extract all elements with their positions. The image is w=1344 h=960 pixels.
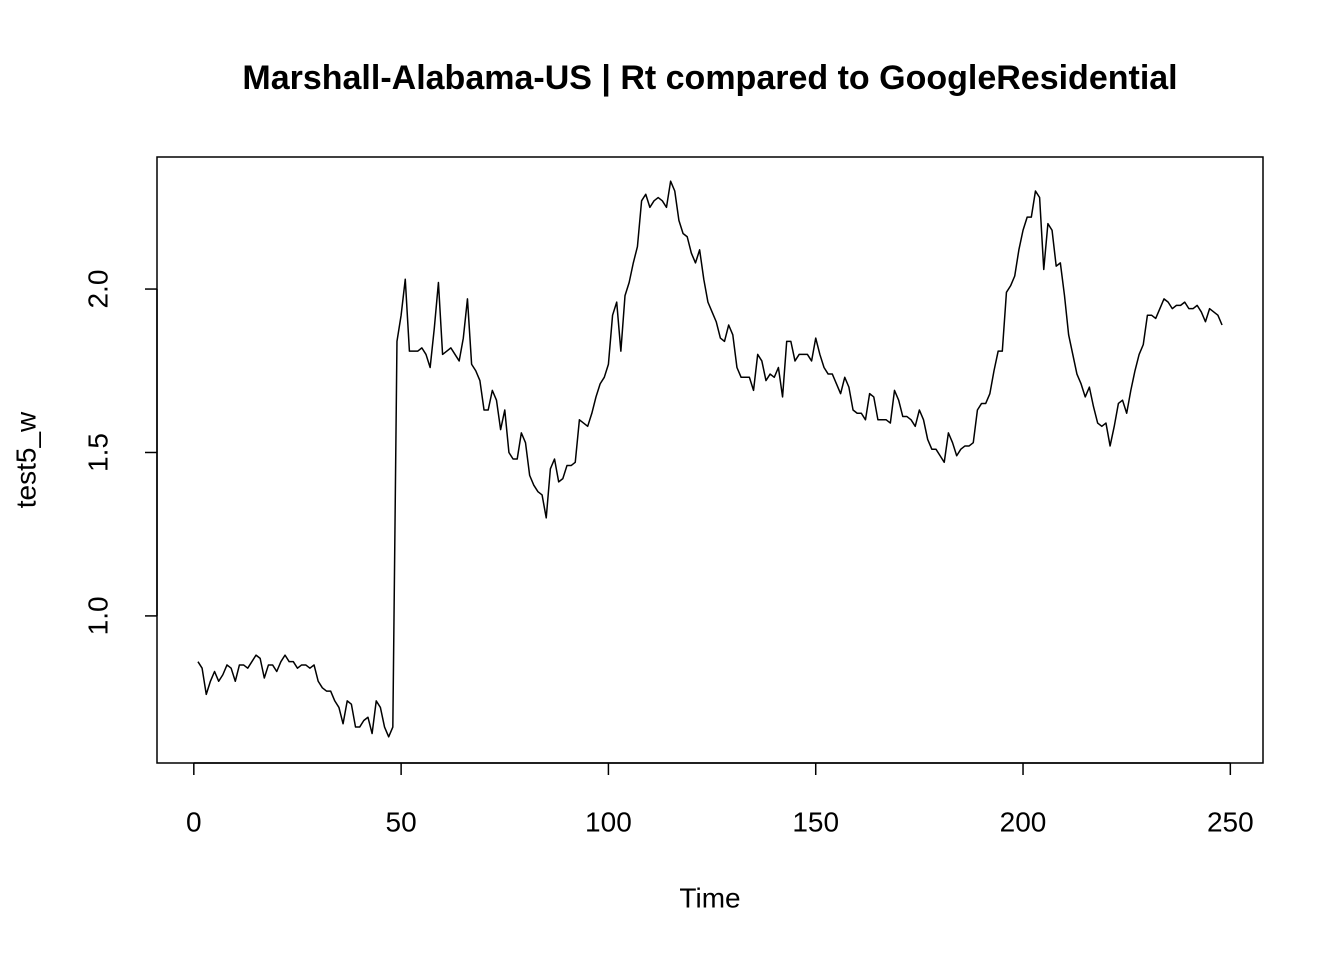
x-tick-label: 200: [1000, 806, 1047, 837]
y-tick-label: 1.0: [82, 596, 113, 635]
x-axis-label: Time: [679, 882, 740, 913]
x-tick-label: 150: [792, 806, 839, 837]
x-tick-label: 100: [585, 806, 632, 837]
x-tick-label: 250: [1207, 806, 1254, 837]
chart-title: Marshall-Alabama-US | Rt compared to Goo…: [242, 59, 1177, 97]
data-line: [197, 180, 1223, 738]
y-axis-label: test5_w: [10, 411, 41, 508]
y-tick-label: 1.5: [82, 433, 113, 472]
y-tick-label: 2.0: [82, 270, 113, 309]
x-tick-label: 50: [386, 806, 417, 837]
x-tick-label: 0: [186, 806, 202, 837]
